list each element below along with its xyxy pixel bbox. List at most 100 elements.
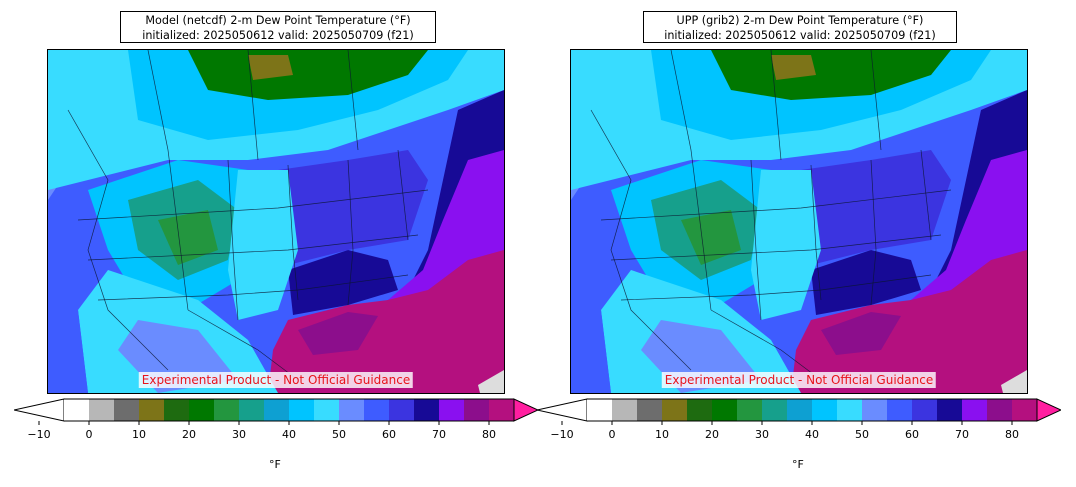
colorbar-tick-label: 80 bbox=[482, 428, 496, 440]
colorbar-segment bbox=[987, 399, 1013, 421]
colorbar-segment bbox=[662, 399, 688, 421]
colorbar-segment bbox=[489, 399, 515, 421]
colorbar-segment bbox=[364, 399, 390, 421]
north-green bbox=[188, 50, 428, 100]
boundary-line bbox=[167, 149, 189, 311]
colorbar-segment bbox=[762, 399, 788, 421]
colorbar-tick-label: 30 bbox=[232, 428, 246, 440]
colorbar-tick-label: 0 bbox=[609, 428, 616, 440]
colorbar-segment bbox=[339, 399, 365, 421]
colorbar: −10 0 10 20 30 40 50 60 70 80 bbox=[537, 398, 1061, 440]
colorbar-segment bbox=[837, 399, 863, 421]
colorbar-segment bbox=[139, 399, 165, 421]
colorbar-segment bbox=[414, 399, 440, 421]
colorbar-segment bbox=[1012, 399, 1038, 421]
pacific-south bbox=[571, 190, 611, 393]
boundary-line bbox=[397, 149, 409, 241]
colorbar-segment bbox=[314, 399, 340, 421]
colorbar-tick-label: 40 bbox=[805, 428, 819, 440]
colorbar-segment bbox=[464, 399, 490, 421]
boundary-line bbox=[77, 189, 429, 221]
colorbar-tick-label: 10 bbox=[655, 428, 669, 440]
north-green bbox=[711, 50, 951, 100]
boundary-line bbox=[590, 109, 692, 371]
gulf-pocket bbox=[821, 312, 901, 355]
boundary-line bbox=[187, 309, 299, 381]
colorbar-tick-label: 10 bbox=[132, 428, 146, 440]
boundary-line bbox=[87, 234, 419, 261]
colorbar-segment bbox=[439, 399, 465, 421]
boundary-line bbox=[227, 159, 239, 321]
colorbar-segment bbox=[239, 399, 265, 421]
boundary-line bbox=[610, 234, 942, 261]
colorbar-segment bbox=[887, 399, 913, 421]
colorbar-over-arrow bbox=[1036, 398, 1061, 422]
pacific-south bbox=[48, 190, 88, 393]
east-blue bbox=[801, 150, 951, 265]
boundary-line bbox=[347, 159, 354, 306]
boundary-line bbox=[670, 50, 692, 151]
panel-model: Model (netcdf) 2-m Dew Point Temperature… bbox=[14, 11, 538, 471]
gulf-pocket bbox=[298, 312, 378, 355]
dew-point-field bbox=[571, 50, 1027, 393]
dew-point-map: Experimental Product - Not Official Guid… bbox=[570, 49, 1028, 394]
colorbar-tick-label: 0 bbox=[86, 428, 93, 440]
title-line-2: initialized: 2025050612 valid: 202505070… bbox=[142, 29, 414, 42]
colorbar-tick-label: 50 bbox=[332, 428, 346, 440]
west-green bbox=[681, 210, 741, 265]
colorbar-segment bbox=[64, 399, 90, 421]
colorbar-tick-label: 30 bbox=[755, 428, 769, 440]
gulf-magenta bbox=[268, 250, 504, 393]
colorbar-tick-label: 70 bbox=[432, 428, 446, 440]
colorbar-segment bbox=[114, 399, 140, 421]
title-line-2: initialized: 2025050612 valid: 202505070… bbox=[664, 29, 936, 42]
boundary-line bbox=[600, 189, 952, 221]
boundary-line bbox=[67, 109, 169, 371]
title-line-1: UPP (grib2) 2-m Dew Point Temperature (°… bbox=[676, 14, 924, 27]
colorbar-segment bbox=[189, 399, 215, 421]
dew-point-field bbox=[48, 50, 504, 393]
disclaimer-label: Experimental Product - Not Official Guid… bbox=[138, 372, 414, 388]
colorbar-tick-label: 20 bbox=[182, 428, 196, 440]
colorbar-tick-label: −10 bbox=[550, 428, 573, 440]
colorbar-tick-label: −10 bbox=[27, 428, 50, 440]
panel-title: Model (netcdf) 2-m Dew Point Temperature… bbox=[120, 11, 436, 43]
colorbar-segment bbox=[289, 399, 315, 421]
boundary-line bbox=[147, 50, 169, 151]
north-olive bbox=[771, 55, 816, 80]
southeast-deep bbox=[811, 250, 921, 315]
boundary-line bbox=[690, 149, 712, 311]
colorbar-segment bbox=[587, 399, 613, 421]
colorbar-over-arrow bbox=[513, 398, 538, 422]
land-patch bbox=[478, 370, 504, 393]
boundary-line bbox=[870, 159, 877, 306]
colorbar-segment bbox=[862, 399, 888, 421]
colorbar-tick-label: 40 bbox=[282, 428, 296, 440]
disclaimer-label: Experimental Product - Not Official Guid… bbox=[661, 372, 937, 388]
gulf-magenta bbox=[791, 250, 1027, 393]
southeast-deep bbox=[288, 250, 398, 315]
boundary-line bbox=[920, 149, 932, 241]
dew-point-map: Experimental Product - Not Official Guid… bbox=[47, 49, 505, 394]
colorbar-segment bbox=[912, 399, 938, 421]
boundary-line bbox=[710, 309, 822, 381]
colorbar-segment bbox=[962, 399, 988, 421]
colorbar-tick-label: 60 bbox=[905, 428, 919, 440]
east-blue bbox=[278, 150, 428, 265]
colorbar-segment bbox=[389, 399, 415, 421]
colorbar-segment bbox=[937, 399, 963, 421]
boundary-line bbox=[810, 164, 822, 301]
colorbar-under-arrow bbox=[537, 398, 588, 422]
colorbar-under-arrow bbox=[14, 398, 65, 422]
colorbar-tick-label: 60 bbox=[382, 428, 396, 440]
boundary-line bbox=[870, 50, 882, 151]
colorbar-tick-label: 20 bbox=[705, 428, 719, 440]
west-green bbox=[158, 210, 218, 265]
colorbar-tick-label: 50 bbox=[855, 428, 869, 440]
colorbar-segment bbox=[637, 399, 663, 421]
title-line-1: Model (netcdf) 2-m Dew Point Temperature… bbox=[145, 14, 411, 27]
colorbar-segment bbox=[712, 399, 738, 421]
boundary-line bbox=[770, 50, 782, 161]
colorbar-tick-label: 80 bbox=[1005, 428, 1019, 440]
colorbar-segment bbox=[164, 399, 190, 421]
